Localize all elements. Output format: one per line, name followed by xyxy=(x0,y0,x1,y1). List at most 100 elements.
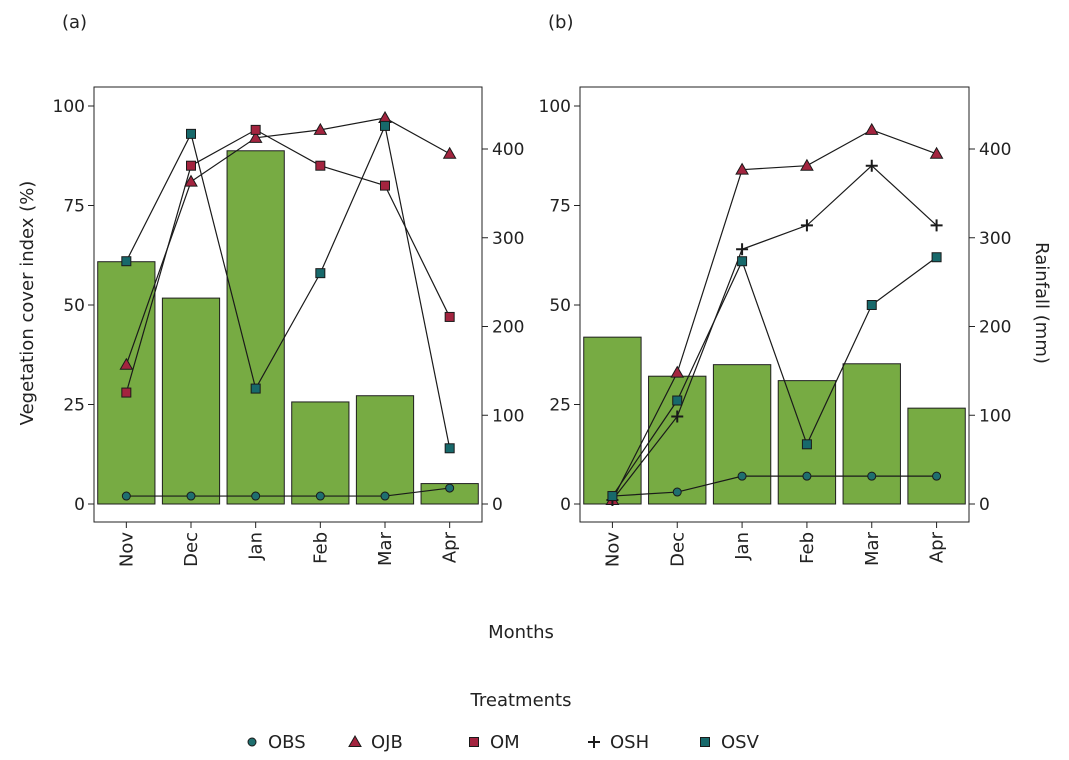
point-osh-mar xyxy=(865,159,878,172)
point-om-apr xyxy=(444,311,455,322)
point-osv-mar xyxy=(866,300,877,310)
point-om-dec xyxy=(186,160,196,171)
point-osv-nov xyxy=(607,491,618,502)
point-obs-mar xyxy=(380,491,390,501)
left-axis-label: Vegetation cover index (%) xyxy=(17,181,38,426)
rainfall-bar-dec xyxy=(161,297,221,505)
rainfall-bar-jan xyxy=(226,150,285,505)
right-tick-label: 200 xyxy=(492,318,524,338)
legend-marker-ojb xyxy=(348,734,362,747)
series-line-ojb xyxy=(125,117,450,365)
point-ojb-apr xyxy=(442,146,457,159)
legend-label-ojb: OJB xyxy=(371,732,403,753)
right-tick-label: 100 xyxy=(492,406,524,426)
legend-label-osh: OSH xyxy=(610,732,649,753)
point-osv-apr xyxy=(444,443,455,454)
x-tick-label: Dec xyxy=(667,532,688,567)
series-line-obs xyxy=(126,487,450,497)
legend-label-obs: OBS xyxy=(268,732,306,753)
series-line-ojb xyxy=(611,129,937,501)
x-tick-label: Dec xyxy=(181,532,202,567)
point-om-nov xyxy=(121,387,132,398)
x-tick-label: Feb xyxy=(310,532,331,564)
point-osv-dec xyxy=(672,395,683,406)
point-ojb-jan xyxy=(735,162,749,175)
point-obs-apr xyxy=(445,483,455,493)
legend-marker-obs xyxy=(247,737,257,747)
x-tick-label: Apr xyxy=(440,531,461,563)
rainfall-bar-apr xyxy=(907,407,966,505)
rainfall-bar-nov xyxy=(583,336,642,505)
series-line-obs xyxy=(612,475,937,497)
rainfall-bar-nov xyxy=(97,261,156,505)
point-obs-mar xyxy=(867,471,877,481)
x-tick-label: Mar xyxy=(862,531,883,566)
legend-marker-osv xyxy=(700,737,710,747)
legend: OBS OJB OM OSH OSV xyxy=(247,732,760,753)
right-tick-label: 0 xyxy=(979,495,990,515)
series-line-om xyxy=(125,129,451,393)
left-tick-label: 75 xyxy=(63,197,85,217)
series-line-osh xyxy=(611,164,937,501)
left-tick-label: 0 xyxy=(74,495,85,515)
rainfall-bar-jan xyxy=(712,364,772,505)
point-osv-jan xyxy=(737,256,748,267)
x-tick-label: Nov xyxy=(116,532,137,567)
point-obs-nov xyxy=(121,491,131,501)
right-tick-label: 200 xyxy=(979,318,1011,338)
point-osv-feb xyxy=(801,439,812,450)
x-tick-label: Feb xyxy=(797,532,818,564)
x-tick-label: Jan xyxy=(732,532,753,561)
panel-label: (b) xyxy=(548,12,573,33)
right-tick-label: 400 xyxy=(492,140,524,160)
point-ojb-apr xyxy=(929,146,944,159)
point-osv-dec xyxy=(186,128,196,139)
x-tick-label: Jan xyxy=(246,532,267,561)
point-osv-mar xyxy=(380,120,390,131)
point-ojb-dec xyxy=(670,365,685,378)
right-tick-label: 300 xyxy=(492,229,524,249)
point-ojb-mar xyxy=(864,122,879,135)
point-osh-jan xyxy=(736,243,749,256)
legend-label-om: OM xyxy=(490,732,520,753)
right-tick-label: 300 xyxy=(979,229,1011,249)
left-tick-label: 0 xyxy=(560,495,571,515)
left-tick-label: 25 xyxy=(63,396,85,416)
right-tick-label: 400 xyxy=(979,140,1011,160)
point-osh-apr xyxy=(930,219,943,232)
panel-label: (a) xyxy=(62,12,87,33)
point-ojb-feb xyxy=(313,122,328,135)
left-tick-label: 50 xyxy=(63,296,85,316)
rainfall-bar-mar xyxy=(842,363,901,505)
point-osv-feb xyxy=(315,268,326,279)
point-ojb-mar xyxy=(378,110,392,123)
legend-marker-om xyxy=(469,737,479,747)
point-osv-nov xyxy=(121,256,132,267)
legend-marker-osh xyxy=(588,736,600,748)
point-om-feb xyxy=(315,160,326,171)
left-tick-label: 50 xyxy=(549,296,571,316)
left-tick-label: 100 xyxy=(539,97,571,117)
right-axis-label: Rainfall (mm) xyxy=(1031,242,1052,364)
rainfall-bar-feb xyxy=(291,401,350,505)
x-axis-label: Months xyxy=(488,622,554,643)
x-tick-label: Mar xyxy=(375,531,396,566)
point-osh-feb xyxy=(800,219,813,232)
legend-label-osv: OSV xyxy=(721,732,760,753)
panel-a: (a) 0 25 50 75 100 0 100 200 300 400 Nov Dec Jan Feb Ma… xyxy=(53,12,525,567)
point-obs-dec xyxy=(186,491,196,501)
point-om-mar xyxy=(380,180,390,191)
legend-title: Treatments xyxy=(470,690,572,711)
right-tick-label: 0 xyxy=(492,495,503,515)
point-obs-feb xyxy=(802,471,812,481)
rainfall-bar-dec xyxy=(648,375,707,505)
point-osv-apr xyxy=(931,252,942,263)
left-tick-label: 25 xyxy=(549,396,571,416)
x-tick-label: Apr xyxy=(927,531,948,563)
point-ojb-dec xyxy=(184,174,198,187)
rainfall-bar-mar xyxy=(355,395,415,505)
point-osv-jan xyxy=(250,383,261,394)
x-tick-label: Nov xyxy=(602,532,623,567)
point-ojb-jan xyxy=(248,130,263,143)
point-obs-jan xyxy=(737,471,747,481)
